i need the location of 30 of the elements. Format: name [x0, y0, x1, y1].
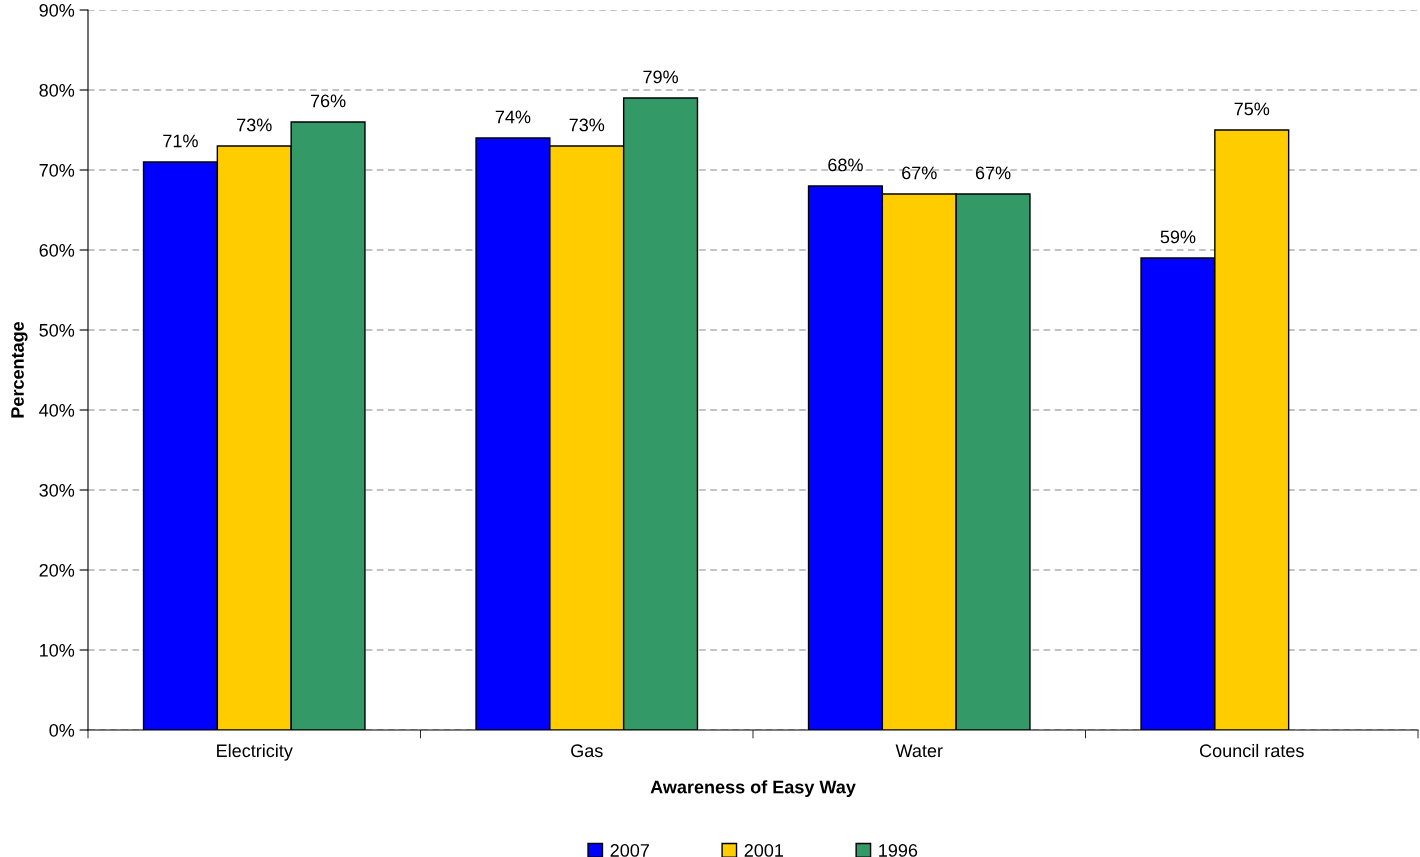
y-tick-label: 60%	[39, 243, 75, 257]
y-tick-label: 30%	[39, 483, 75, 497]
data-label: 75%	[1234, 102, 1270, 116]
y-axis-title: Percentage	[11, 321, 28, 418]
data-label: 76%	[310, 94, 346, 108]
x-tick-label: Council rates	[1199, 743, 1304, 758]
data-label: 74%	[495, 110, 531, 124]
y-tick-label: 90%	[39, 3, 75, 17]
data-label: 71%	[163, 134, 198, 148]
data-label: 68%	[828, 158, 863, 172]
legend-label: 2007	[610, 844, 649, 857]
y-tick-label: 80%	[39, 83, 75, 97]
x-tick-label: Water	[895, 744, 943, 758]
legend-label: 1996	[879, 844, 918, 857]
x-tick-label: Electricity	[217, 743, 293, 761]
data-label: 67%	[975, 166, 1011, 180]
data-label: 59%	[1160, 230, 1196, 244]
legend-label: 2001	[744, 844, 784, 857]
y-tick-label: 0%	[49, 723, 75, 737]
data-label: 73%	[569, 118, 605, 132]
x-tick-label: Gas	[571, 744, 603, 758]
x-axis-title: Awareness of Easy Way	[650, 780, 856, 797]
y-tick-label: 70%	[39, 163, 75, 177]
data-label: 79%	[643, 70, 678, 84]
y-tick-label: 50%	[39, 323, 75, 337]
y-tick-label: 10%	[40, 643, 75, 657]
data-label: 67%	[902, 166, 937, 180]
data-label: 73%	[237, 118, 272, 132]
y-tick-label: 20%	[39, 563, 75, 577]
y-tick-label: 40%	[39, 403, 75, 417]
